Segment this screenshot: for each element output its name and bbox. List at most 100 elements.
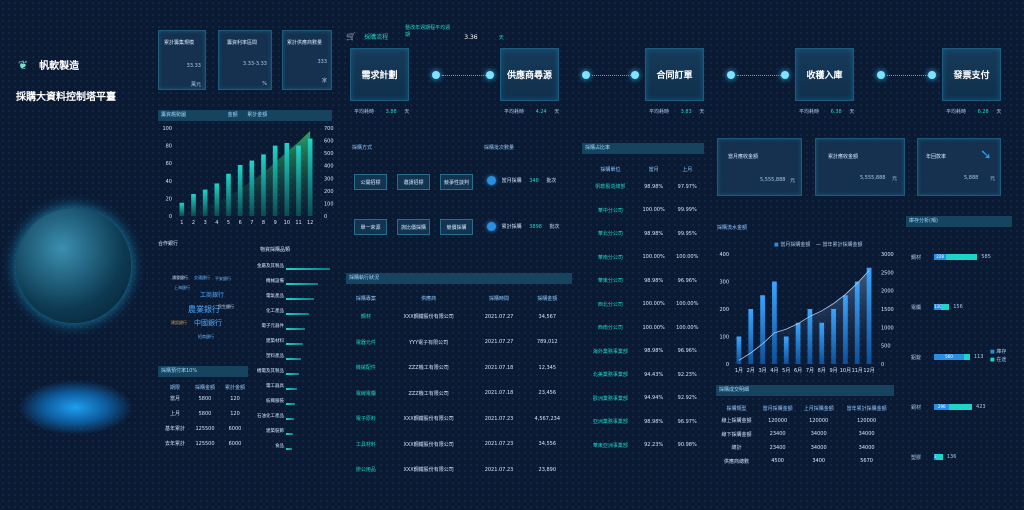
stat-card-1: 累計應收金額 5,555,888 元: [815, 138, 905, 196]
table-row[interactable]: 電器元件 YYY電子有限公司 2021.07.27 789,012: [348, 330, 570, 356]
y-right-tick: 100: [324, 201, 334, 207]
method-button-5[interactable]: 競價採購: [440, 219, 473, 235]
table-row[interactable]: 線下採購金額 23400 34000 34000: [716, 428, 894, 442]
process-step-2[interactable]: 合同訂單: [645, 48, 704, 101]
table-cell: 34000: [810, 444, 827, 451]
method-button-3[interactable]: 單一來源: [354, 219, 387, 235]
x-tick: 9月: [829, 368, 837, 374]
table-cell: ZZZ機工有限公司: [408, 390, 449, 397]
table-cell: 90.98%: [677, 442, 697, 449]
method-button-4[interactable]: 詢比價採購: [397, 219, 430, 235]
flow-bar: [736, 336, 742, 364]
table-cell: 92.23%: [644, 442, 664, 449]
process-step-3[interactable]: 收穫入庫: [795, 48, 854, 101]
funding-bar: [191, 194, 196, 216]
bank-word-9: 招商銀行: [198, 334, 214, 339]
y-right-tick: 700: [324, 126, 334, 132]
flow-bar: [819, 322, 825, 364]
bank-word-6: 民生銀行: [218, 304, 234, 309]
category-row: 塑料產品: [232, 352, 336, 364]
table-cell: 帆軟製造總部: [595, 184, 626, 191]
category-row: 電子元器件: [232, 322, 336, 334]
table-cell: 100.00%: [642, 254, 665, 261]
inventory-value: 585: [981, 254, 991, 260]
category-label: 建築材料: [266, 339, 284, 344]
flow-bar: [795, 322, 801, 364]
process-step-0[interactable]: 需求計劃: [350, 48, 409, 101]
table-cell: 96.96%: [677, 277, 697, 284]
method-button-0[interactable]: 公開招標: [354, 174, 387, 190]
table-row[interactable]: 電子原料 XXX鋼鐵股份有限公司 2021.07.23 4,567,234: [348, 406, 570, 432]
category-label: 塑料產品: [266, 354, 284, 359]
bank-word-3: 上海銀行: [174, 285, 190, 290]
flow-node-dot: [582, 71, 590, 79]
table-row[interactable]: 帆軟製造總部 98.98% 97.97%: [584, 175, 704, 199]
table-row[interactable]: 亞洲業務事業部 98.98% 96.97%: [584, 410, 704, 434]
table-row[interactable]: 華東分公司 98.98% 96.96%: [584, 269, 704, 293]
table-cell: 12,345: [538, 364, 557, 371]
category-chart-title: 物資採購品類: [260, 247, 291, 253]
inventory-bar-stock: 130: [934, 304, 942, 310]
y-right-tick: 600: [324, 139, 334, 145]
inventory-bar-stock: 290: [934, 404, 950, 410]
table-cell: 供應商總數: [724, 458, 750, 465]
table-cell: 2021.07.23: [484, 466, 514, 473]
table-row[interactable]: 北美業務事業部 94.43% 92.23%: [584, 363, 704, 387]
table-row[interactable]: 總計 23400 34000 34000: [716, 441, 894, 455]
inventory-label: 電纜: [911, 305, 922, 311]
y-left-tick: 100: [162, 126, 172, 132]
table-row[interactable]: 華南分公司 100.00% 100.00%: [584, 246, 704, 270]
category-bar: [286, 388, 298, 390]
x-tick: 12月: [863, 368, 874, 374]
table-cell: 西北分公司: [597, 301, 623, 308]
x-tick: 8月: [818, 368, 826, 374]
table-cell: 120000: [809, 417, 829, 424]
table-cell: 總計: [731, 445, 742, 452]
table-header: 上月: [682, 166, 693, 173]
table-cell: 歐洲業務事業部: [592, 395, 628, 402]
table-row[interactable]: 供應商總數 4500 3400 5670: [716, 455, 894, 469]
y-right-tick: 2000: [881, 289, 894, 295]
y-right-tick: 500: [881, 344, 891, 350]
table-cell: 電子原料: [355, 416, 376, 423]
method-button-1[interactable]: 邀請招標: [397, 174, 430, 190]
method-button-2[interactable]: 競爭性談判: [440, 174, 473, 190]
table-row[interactable]: 線上採購金額 120000 120000 120000: [716, 414, 894, 428]
table-row[interactable]: 華東亞洲事業部 92.23% 90.98%: [584, 434, 704, 458]
table-row[interactable]: 華北分公司 98.98% 99.95%: [584, 222, 704, 246]
process-step-1[interactable]: 供應商尋源: [500, 48, 559, 101]
table-cell: 96.96%: [677, 348, 697, 355]
category-bar: [286, 418, 295, 420]
table-cell: 2021.07.27: [484, 339, 514, 346]
category-bar: [286, 373, 299, 375]
category-bar: [286, 313, 309, 315]
y-right-tick: 500: [324, 151, 334, 157]
table-row[interactable]: 機械配件 ZZZ機工有限公司 2021.07.18 12,345: [348, 355, 570, 381]
table-row[interactable]: 鋼材 XXX鋼鐵股份有限公司 2021.07.27 34,567: [348, 304, 570, 330]
table-row[interactable]: 西北分公司 100.00% 100.00%: [584, 293, 704, 317]
category-row: 化工產品: [232, 307, 336, 319]
table-header: 當月: [648, 166, 659, 173]
table-row[interactable]: 海外業務事業部 98.98% 96.96%: [584, 340, 704, 364]
table-cell: XXX鋼鐵股份有限公司: [403, 441, 454, 448]
table-row[interactable]: 辦公用品 XXX鋼鐵股份有限公司 2021.07.23 23,890: [348, 457, 570, 483]
flow-table-header: 採購成交明細: [716, 385, 894, 396]
table-row[interactable]: 華中分公司 100.00% 99.99%: [584, 199, 704, 223]
table-row[interactable]: 電線電纜 ZZZ機工有限公司 2021.07.18 23,456: [348, 381, 570, 407]
table-row[interactable]: 歐洲業務事業部 94.94% 92.92%: [584, 387, 704, 411]
table-cell: 34000: [858, 444, 875, 451]
table-cell: 789,012: [536, 339, 558, 346]
table-cell: 99.95%: [677, 230, 697, 237]
table-cell: 線下採購金額: [721, 431, 752, 438]
table-row[interactable]: 西南分公司 100.00% 100.00%: [584, 316, 704, 340]
table-cell: 工具材料: [355, 441, 376, 448]
flow-bar: [843, 295, 848, 364]
process-step-4[interactable]: 發票支付: [942, 48, 1001, 101]
table-row[interactable]: 工具材料 XXX鋼鐵股份有限公司 2021.07.23 34,556: [348, 432, 570, 458]
inventory-label: 塑膠: [911, 455, 922, 461]
kpi-card-1: 籌資利率區間 3.33-3.33 %: [218, 30, 272, 90]
category-bar: [286, 358, 301, 360]
flow-connector: [887, 75, 930, 76]
x-tick: 5月: [782, 368, 790, 374]
process-step-metric-1: 平均耗時 4.24 天: [504, 109, 560, 115]
